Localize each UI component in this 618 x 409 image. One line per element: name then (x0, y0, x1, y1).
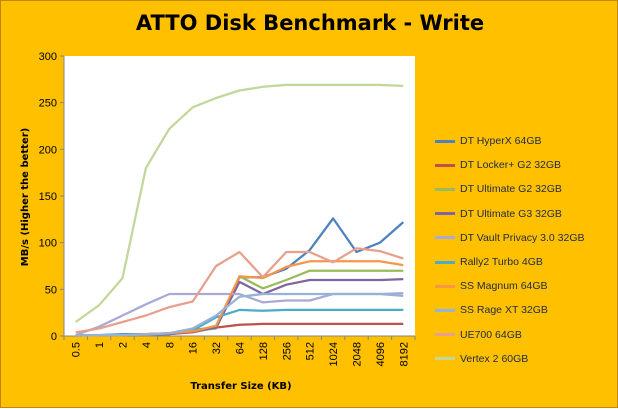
x-tick-label: 8192 (398, 342, 410, 366)
legend-swatch (435, 260, 455, 264)
x-tick-label: 32 (211, 342, 223, 354)
legend-item-ue700-64gb: UE700 64GB (435, 328, 522, 342)
x-tick-label: 4096 (375, 342, 387, 366)
legend-item-dt-ultimate-g3-32gb: DT Ultimate G3 32GB (435, 207, 562, 221)
x-tick-label: 8 (164, 342, 176, 348)
series-line-vertex-2-60gb (75, 83, 404, 323)
x-axis-title: Transfer Size (KB) (190, 381, 291, 392)
legend-swatch (435, 357, 455, 361)
series-line-ss-rage-xt-32gb (75, 292, 404, 337)
legend-label: SS Rage XT 32GB (460, 304, 548, 317)
x-tick-label: 1024 (328, 342, 340, 366)
legend-item-dt-locker-g2-32gb: DT Locker+ G2 32GB (435, 158, 561, 172)
legend-swatch (435, 212, 455, 216)
legend-label: DT Vault Privacy 3.0 32GB (460, 231, 585, 244)
legend-swatch (435, 333, 455, 337)
legend-label: SS Magnum 64GB (460, 280, 548, 293)
legend-item-dt-vault-privacy-3-0-32gb: DT Vault Privacy 3.0 32GB (435, 231, 585, 245)
y-tick-label: 250 (39, 98, 57, 110)
series-line-ue700-64gb (75, 247, 404, 334)
legend-swatch (435, 187, 455, 191)
series-line-dt-vault-privacy-3-0-32gb (75, 291, 404, 337)
legend-label: Vertex 2 60GB (460, 352, 529, 365)
legend-label: DT Locker+ G2 32GB (460, 159, 562, 172)
x-tick-label: 4 (141, 342, 153, 348)
x-tick-label: 0.5 (71, 342, 83, 357)
y-tick-label: 0 (51, 331, 57, 343)
legend-swatch (435, 308, 455, 312)
legend-item-vertex-2-60gb: Vertex 2 60GB (435, 352, 528, 366)
x-tick-label: 1 (94, 342, 106, 348)
legend-item-ss-magnum-64gb: SS Magnum 64GB (435, 279, 548, 293)
legend-swatch (435, 284, 455, 288)
x-tick-label: 2 (118, 342, 130, 348)
y-axis-title: MB/s (Higher the better) (20, 128, 31, 266)
x-tick-label: 64 (235, 342, 247, 354)
legend-item-dt-ultimate-g2-32gb: DT Ultimate G2 32GB (435, 182, 562, 196)
legend-label: UE700 64GB (460, 328, 522, 341)
y-tick-label: 300 (39, 51, 57, 63)
y-tick-label: 150 (39, 191, 57, 203)
legend-swatch (435, 236, 455, 240)
y-tick-label: 200 (39, 144, 57, 156)
legend-label: DT Ultimate G3 32GB (460, 207, 562, 220)
legend-item-dt-hyperx-64gb: DT HyperX 64GB (435, 134, 542, 148)
x-tick-label: 512 (305, 342, 317, 360)
legend-item-ss-rage-xt-32gb: SS Rage XT 32GB (435, 303, 548, 317)
series-line-dt-ultimate-g3-32gb (75, 277, 404, 337)
plot-area (64, 56, 415, 336)
legend-swatch (435, 139, 455, 143)
x-tick-label: 2048 (352, 342, 364, 366)
legend-swatch (435, 163, 455, 167)
legend-label: DT Ultimate G2 32GB (460, 183, 562, 196)
y-tick-label: 50 (45, 284, 57, 296)
chart-title: ATTO Disk Benchmark - Write (135, 11, 485, 35)
y-tick-label: 100 (39, 238, 57, 250)
tick-labels: 0 50 100 150 200 250 300 0.5 1 2 4 8 16 32 64 128 256 512… (39, 51, 411, 366)
legend-label: DT HyperX 64GB (460, 135, 542, 147)
legend-item-rally2-turbo-4gb: Rally2 Turbo 4GB (435, 255, 543, 269)
legend-label: Rally2 Turbo 4GB (460, 256, 543, 268)
x-tick-label: 128 (258, 342, 270, 360)
series-lines (75, 83, 405, 337)
x-tick-label: 16 (188, 342, 200, 354)
x-tick-label: 256 (281, 342, 293, 360)
